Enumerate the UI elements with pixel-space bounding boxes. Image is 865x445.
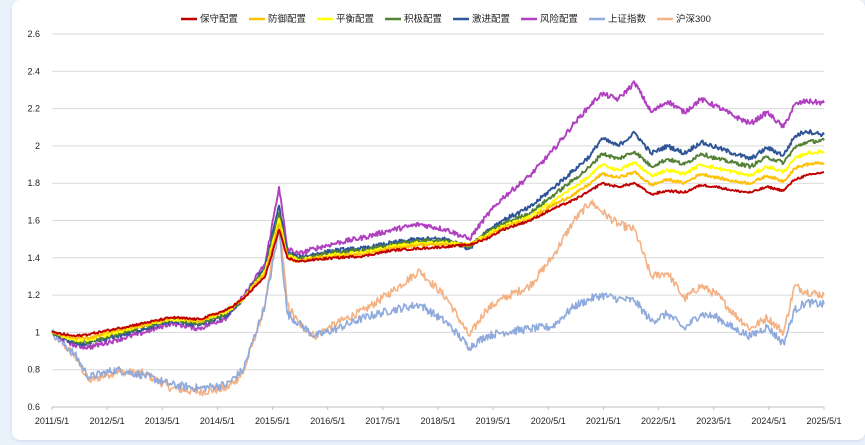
gridlines <box>52 33 824 371</box>
legend-label: 保守配置 <box>200 13 238 25</box>
series-lines <box>51 80 825 397</box>
x-tick-label: 2011/5/1 <box>35 416 69 426</box>
x-tick-label: 2019/5/1 <box>476 416 511 426</box>
x-tick-label: 2015/5/1 <box>255 416 290 426</box>
y-axis-ticks: 0.6 0.8 1 1.2 1.4 1.6 1.8 2 2.2 2.4 2.6 <box>27 29 40 412</box>
y-tick-label: 1.4 <box>27 253 40 263</box>
y-tick-label: 1.2 <box>27 290 40 300</box>
legend-item: 平衡配置 <box>317 13 374 25</box>
y-tick-label: 0.6 <box>27 402 40 412</box>
legend-label: 风险配置 <box>540 13 578 25</box>
legend-item: 防御配置 <box>249 13 306 25</box>
x-tick-label: 2023/5/1 <box>696 416 731 426</box>
y-tick-label: 2.6 <box>27 29 40 39</box>
series-line-5 <box>51 80 825 350</box>
legend-item: 保守配置 <box>181 13 238 25</box>
series-line-6 <box>51 229 825 393</box>
x-tick-label: 2013/5/1 <box>145 416 180 426</box>
x-tick-label: 2017/5/1 <box>365 416 400 426</box>
legend-label: 防御配置 <box>268 13 306 25</box>
x-axis-ticks: 2011/5/1 2012/5/1 2013/5/1 2014/5/1 2015/5/1… <box>35 407 842 426</box>
series-line-0 <box>51 171 825 338</box>
y-tick-label: 0.8 <box>27 365 40 375</box>
x-tick-label: 2012/5/1 <box>90 416 125 426</box>
y-tick-label: 2.4 <box>27 66 40 76</box>
legend-label: 上证指数 <box>608 13 647 25</box>
legend-label: 平衡配置 <box>336 13 374 25</box>
y-tick-label: 2.2 <box>27 104 40 114</box>
x-tick-label: 2022/5/1 <box>641 416 676 426</box>
series-line-3 <box>51 137 825 345</box>
legend: 保守配置 防御配置 平衡配置 积极配置 激进配置 风险配置 上证指数 沪深300 <box>181 13 711 25</box>
x-tick-label: 2025/5/1 <box>806 416 841 426</box>
legend-item: 沪深300 <box>657 13 711 25</box>
legend-label: 激进配置 <box>472 13 510 25</box>
legend-item: 激进配置 <box>453 13 510 25</box>
x-tick-label: 2014/5/1 <box>200 416 235 426</box>
legend-item: 积极配置 <box>385 13 442 25</box>
y-tick-label: 1 <box>35 327 40 337</box>
legend-label: 沪深300 <box>676 13 711 25</box>
x-tick-label: 2016/5/1 <box>310 416 345 426</box>
y-tick-label: 1.6 <box>27 216 40 226</box>
legend-item: 风险配置 <box>521 13 578 25</box>
legend-label: 积极配置 <box>404 13 442 25</box>
x-tick-label: 2018/5/1 <box>420 416 455 426</box>
chart-card: 0.6 0.8 1 1.2 1.4 1.6 1.8 2 2.2 2.4 2.6 2011/5/1 20… <box>12 0 865 440</box>
y-tick-label: 2 <box>35 141 40 151</box>
x-tick-label: 2020/5/1 <box>531 416 566 426</box>
line-chart: 0.60.811.21.41.61.822.22.42.6 2011/5/1 20… <box>27 13 842 426</box>
x-tick-label: 2024/5/1 <box>751 416 786 426</box>
legend-item: 上证指数 <box>589 13 647 25</box>
y-tick-label: 1.8 <box>27 178 40 188</box>
x-tick-label: 2021/5/1 <box>586 416 621 426</box>
